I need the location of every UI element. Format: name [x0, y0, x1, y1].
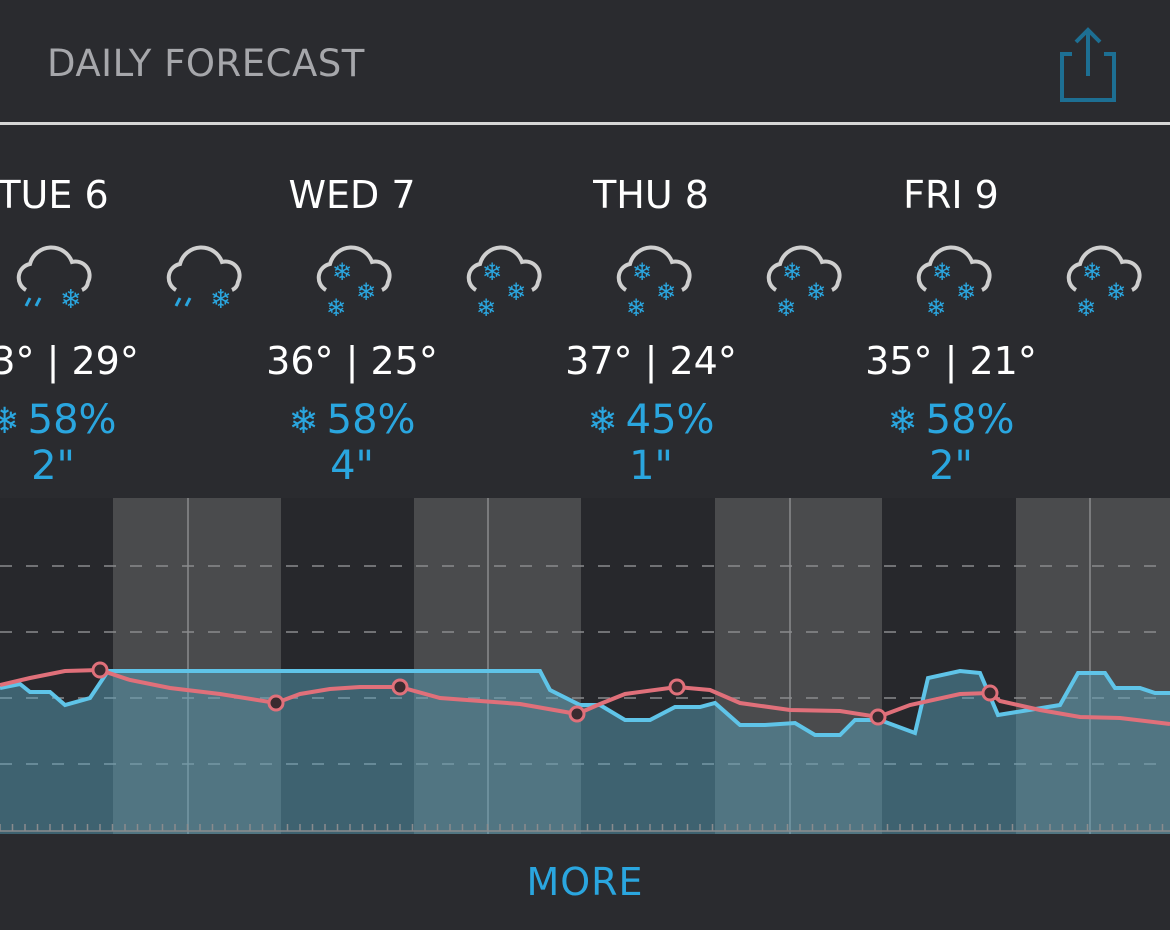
- cloud-snow-icon: ❄❄❄: [916, 245, 992, 318]
- cloud-rain-snow-icon: ❄: [166, 245, 242, 315]
- temp-marker: [869, 708, 887, 726]
- footer: MORE: [0, 834, 1170, 930]
- day-label: FRI 9: [903, 173, 999, 217]
- svg-text:❄: ❄: [806, 278, 826, 306]
- forecast-header: DAILY FORECAST: [0, 0, 1170, 124]
- snow-accumulation: 4": [330, 443, 374, 489]
- snow-accumulation: 2": [929, 443, 973, 489]
- day-column-tue[interactable]: TUE 6 33° | 29° ❄58% 2": [0, 125, 203, 498]
- svg-text:❄: ❄: [1106, 278, 1126, 306]
- daily-forecast-strip[interactable]: TUE 6 33° | 29° ❄58% 2" WED 7 36° | 25° …: [0, 125, 1170, 498]
- svg-text:❄: ❄: [356, 278, 376, 306]
- svg-text:❄: ❄: [776, 294, 796, 318]
- cloud-snow-icon: ❄❄❄: [1066, 245, 1142, 318]
- precip-chance: ❄ 58%: [801, 397, 1101, 443]
- header-divider: [0, 122, 1170, 125]
- svg-text:❄: ❄: [482, 258, 502, 286]
- precip-percent: 45%: [625, 397, 715, 443]
- svg-text:❄: ❄: [1082, 258, 1102, 286]
- precip-percent: 58%: [925, 397, 1015, 443]
- svg-text:❄: ❄: [476, 294, 496, 318]
- more-button[interactable]: MORE: [526, 860, 644, 904]
- day-column-thu[interactable]: THU 8 37° | 24° ❄ 45% 1": [501, 125, 801, 498]
- snow-accumulation: 1": [629, 443, 673, 489]
- temperature-chart[interactable]: [0, 498, 1170, 834]
- svg-text:❄: ❄: [656, 278, 676, 306]
- svg-text:❄: ❄: [926, 294, 946, 318]
- svg-text:❄: ❄: [332, 258, 352, 286]
- day-label: TUE 6: [0, 173, 109, 217]
- temperature-range: 36° | 25°: [266, 339, 438, 383]
- svg-text:❄: ❄: [932, 258, 952, 286]
- snowflake-icon: ❄: [288, 401, 319, 442]
- svg-text:❄: ❄: [626, 294, 646, 318]
- temp-marker: [568, 705, 586, 723]
- svg-text:❄: ❄: [210, 285, 232, 315]
- day-column-wed[interactable]: WED 7 36° | 25° ❄ 58% 4": [202, 125, 502, 498]
- precip-chance: ❄ 58%: [0, 397, 203, 443]
- svg-text:❄: ❄: [956, 278, 976, 306]
- page-title: DAILY FORECAST: [47, 42, 365, 85]
- cloud-snow-icon: ❄❄❄: [766, 245, 842, 318]
- svg-text:❄: ❄: [782, 258, 802, 286]
- day-column-fri[interactable]: FRI 9 35° | 21° ❄ 58% 2": [801, 125, 1101, 498]
- temp-marker: [91, 661, 109, 679]
- temperature-range: 35° | 21°: [865, 339, 1037, 383]
- svg-text:❄: ❄: [60, 285, 82, 315]
- day-label: WED 7: [288, 173, 416, 217]
- cloud-rain-snow-icon: ❄: [16, 245, 92, 315]
- temp-marker: [981, 684, 999, 702]
- snowflake-icon: ❄: [587, 401, 618, 442]
- snowflake-icon: ❄: [0, 401, 20, 442]
- precip-chance: ❄ 45%: [501, 397, 801, 443]
- temperature-range: 37° | 24°: [565, 339, 737, 383]
- temp-marker: [668, 678, 686, 696]
- day-label: THU 8: [593, 173, 709, 217]
- cloud-snow-icon: ❄❄❄: [616, 245, 692, 318]
- snowflake-icon: ❄: [887, 401, 918, 442]
- cloud-snow-icon: ❄❄❄: [316, 245, 392, 318]
- svg-text:❄: ❄: [326, 294, 346, 318]
- snow-accumulation: 2": [31, 443, 75, 489]
- temp-marker: [267, 694, 285, 712]
- temperature-range: 33° | 29°: [0, 339, 139, 383]
- svg-text:❄: ❄: [506, 278, 526, 306]
- svg-text:❄: ❄: [632, 258, 652, 286]
- svg-text:❄: ❄: [1076, 294, 1096, 318]
- share-icon[interactable]: [1052, 24, 1124, 108]
- temp-marker: [391, 678, 409, 696]
- precip-percent: 58%: [27, 397, 117, 443]
- cloud-snow-icon: ❄❄❄: [466, 245, 542, 318]
- precip-percent: 58%: [326, 397, 416, 443]
- precip-chance: ❄ 58%: [202, 397, 502, 443]
